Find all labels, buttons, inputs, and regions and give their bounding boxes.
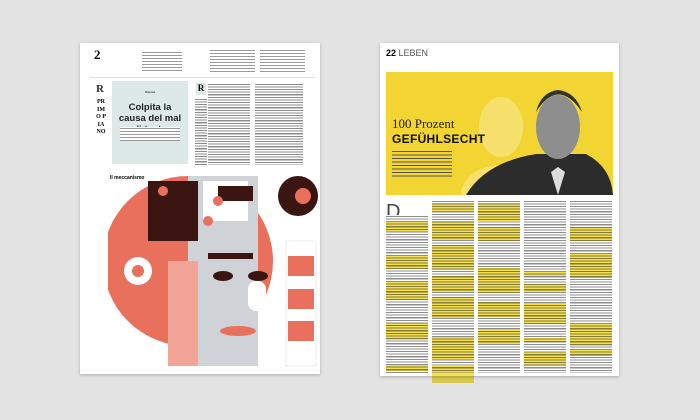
article-column xyxy=(208,83,250,165)
text-highlight xyxy=(386,364,428,372)
article-column xyxy=(195,98,207,165)
text-highlight xyxy=(524,283,566,293)
top-text-block xyxy=(260,49,305,73)
divider xyxy=(90,77,315,78)
left-newspaper-page: 2 R PRIMO PIANO Ricerca Colpita la causa… xyxy=(80,43,320,374)
text-highlight xyxy=(386,222,428,232)
page-number: 22 xyxy=(386,48,397,58)
top-text-block xyxy=(210,49,255,73)
article-column xyxy=(255,83,303,165)
right-newspaper-page: 22 LEBEN 100 Prozent GEFÜHLSECHT D xyxy=(380,43,619,384)
text-highlight xyxy=(570,349,612,356)
text-highlight xyxy=(386,256,428,270)
text-highlight xyxy=(524,338,566,343)
infographic-title: Il meccanismo xyxy=(110,175,145,181)
dropcap: R xyxy=(196,83,206,95)
standfirst xyxy=(392,150,452,178)
text-highlight xyxy=(570,227,612,242)
text-highlight xyxy=(386,323,428,340)
feature-banner: 100 Prozent GEFÜHLSECHT xyxy=(386,72,613,195)
section-label: LEBEN xyxy=(398,48,429,58)
headline-line2: GEFÜHLSECHT xyxy=(392,132,486,146)
text-highlight xyxy=(432,244,474,271)
text-highlight xyxy=(524,271,566,277)
text-highlight xyxy=(524,303,566,324)
text-highlight xyxy=(570,253,612,278)
kicker: Ricerca xyxy=(144,90,156,94)
text-highlight xyxy=(386,281,428,301)
text-highlight xyxy=(432,336,474,361)
headline-box: Ricerca Colpita la causa del mal di test… xyxy=(112,81,188,164)
logo: R xyxy=(96,83,104,95)
text-highlight xyxy=(570,323,612,347)
text-highlight xyxy=(432,203,474,212)
text-highlight xyxy=(478,301,520,317)
headline-line1: 100 Prozent xyxy=(392,116,455,131)
text-highlight xyxy=(478,329,520,344)
text-highlight xyxy=(478,203,520,222)
subheadline xyxy=(120,127,180,141)
text-highlight xyxy=(478,268,520,294)
text-highlight xyxy=(432,220,474,240)
top-text-block xyxy=(142,51,182,71)
page-header: 22 LEBEN xyxy=(386,48,428,58)
text-highlight xyxy=(478,227,520,241)
text-highlight xyxy=(432,296,474,318)
article-column xyxy=(570,200,612,373)
portrait-photo xyxy=(461,90,613,195)
head-infographic xyxy=(108,176,318,367)
page-number: 2 xyxy=(94,47,101,62)
section-label: PRIMO PIANO xyxy=(96,99,106,135)
text-highlight xyxy=(432,366,474,384)
text-highlight xyxy=(524,352,566,367)
text-highlight xyxy=(432,276,474,293)
